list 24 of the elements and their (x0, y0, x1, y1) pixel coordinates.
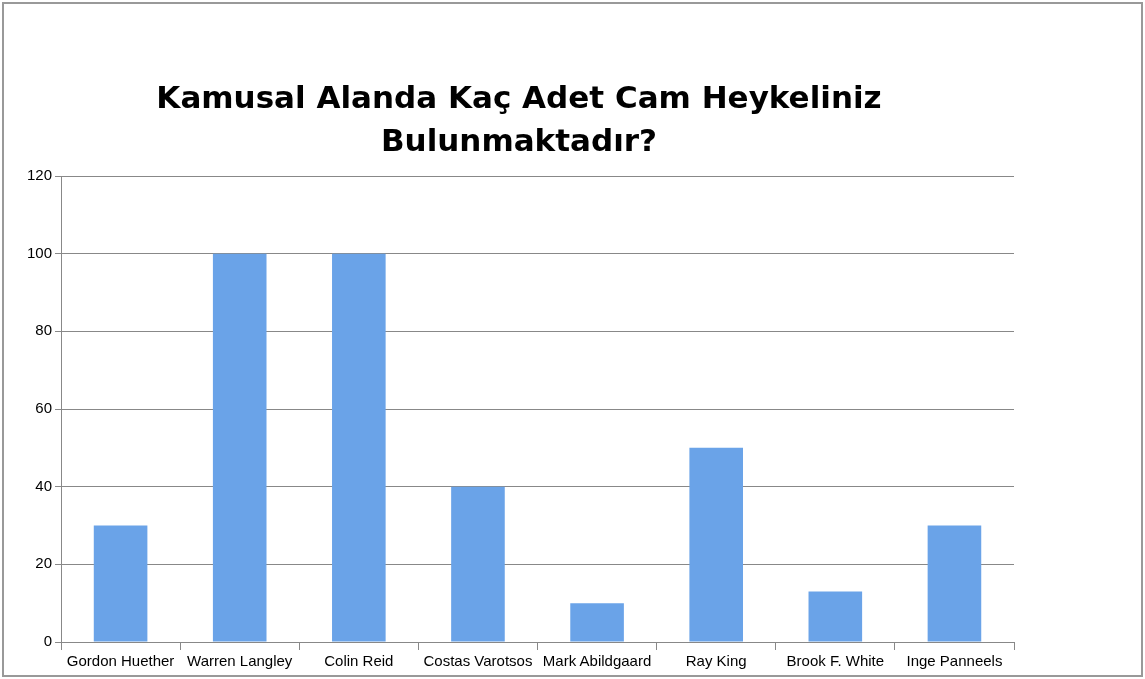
x-tick-label: Inge Panneels (906, 652, 1003, 670)
bar (570, 603, 624, 642)
bar (332, 253, 386, 642)
bar (93, 525, 148, 642)
y-tick-label: 20 (35, 554, 53, 572)
x-tick-label: Ray King (685, 652, 747, 670)
y-tick-label: 120 (27, 166, 53, 184)
bar (451, 486, 505, 642)
y-tick-label: 0 (43, 632, 53, 650)
y-tick-label: 40 (35, 476, 53, 494)
x-tick-label: Warren Langley (187, 652, 293, 670)
bar (212, 253, 267, 642)
x-tick-label: Mark Abildgaard (542, 652, 652, 670)
x-tick-label: Gordon Huether (66, 652, 175, 670)
x-tick-label: Costas Varotsos (423, 652, 533, 670)
x-tick-label: Brook F. White (786, 652, 885, 670)
bar (689, 447, 743, 642)
bar (808, 591, 863, 642)
chart-title: Kamusal Alanda Kaç Adet Cam Heykeliniz Bulunmaktadır? (155, 78, 883, 160)
x-tick-label: Colin Reid (324, 652, 394, 670)
bar (927, 525, 982, 642)
y-tick-label: 100 (27, 243, 53, 261)
y-tick-label: 60 (35, 399, 53, 417)
y-tick-label: 80 (35, 321, 53, 339)
